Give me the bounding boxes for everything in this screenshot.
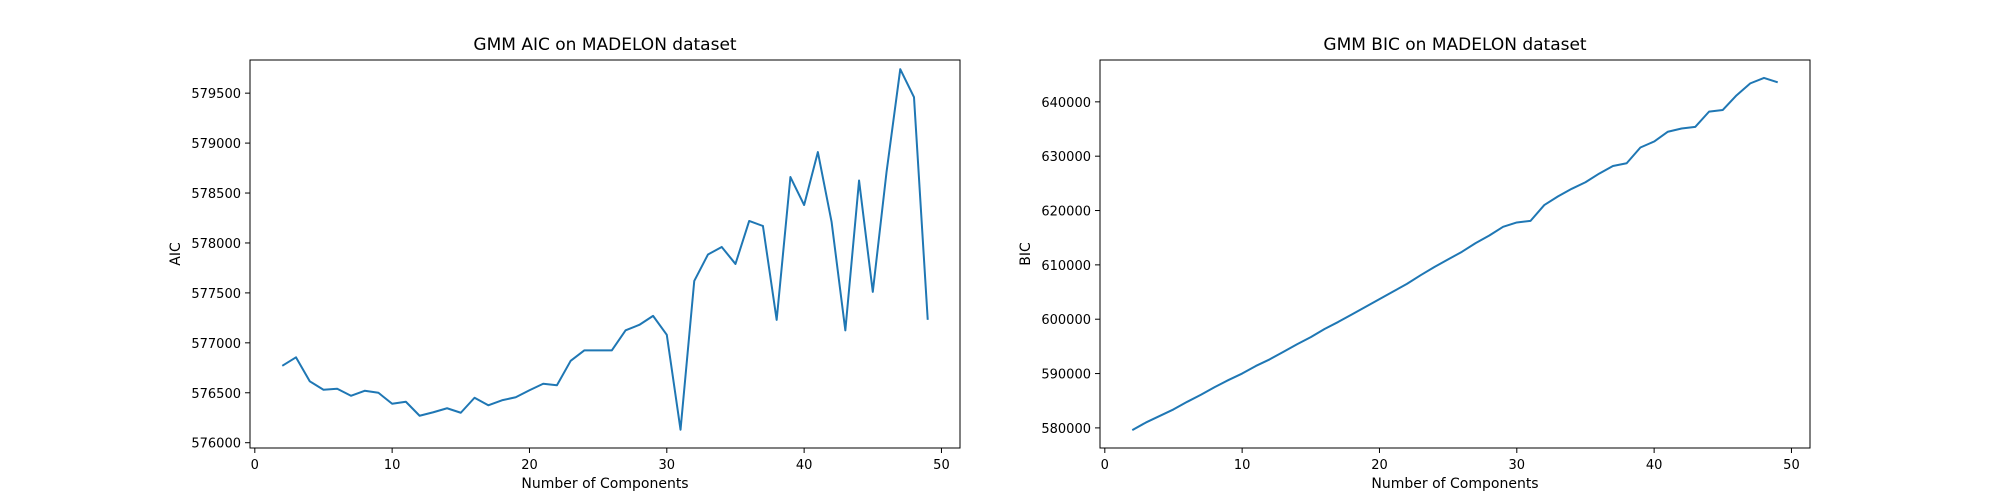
bic-x-tick-label: 10 (1234, 458, 1251, 473)
aic-x-tick-label: 10 (384, 458, 401, 473)
aic-x-tick-label: 30 (659, 458, 676, 473)
bic-x-tick-label: 50 (1783, 458, 1800, 473)
aic-x-axis-label: Number of Components (521, 476, 688, 492)
aic-y-tick-label: 576500 (191, 387, 241, 402)
aic-y-tick-label: 578500 (191, 187, 241, 202)
aic-y-tick-label: 576000 (191, 437, 241, 452)
bic-y-tick-label: 590000 (1041, 368, 1091, 383)
bic-y-tick-label: 620000 (1041, 205, 1091, 220)
aic-x-tick-label: 20 (521, 458, 538, 473)
bic-y-axis-label: BIC (1018, 242, 1034, 266)
aic-chart: GMM AIC on MADELON dataset 0 10 20 30 40 50 57… (168, 35, 961, 492)
aic-series-line (281, 68, 929, 431)
bic-x-tick-label: 0 (1101, 458, 1109, 473)
bic-y-tick-label: 610000 (1041, 259, 1091, 274)
bic-y-tick-label: 630000 (1041, 150, 1091, 165)
bic-series-line (1131, 76, 1779, 431)
aic-y-tick-label: 577500 (191, 287, 241, 302)
bic-chart: GMM BIC on MADELON dataset 0 10 20 30 40 50 58… (1018, 35, 1811, 492)
aic-y-tick-label: 579500 (191, 87, 241, 102)
aic-y-tick-label: 579000 (191, 137, 241, 152)
bic-plot-area (1099, 59, 1811, 449)
bic-y-tick-label: 600000 (1041, 313, 1091, 328)
aic-y-axis-label: AIC (168, 242, 184, 266)
aic-y-tick-label: 578000 (191, 237, 241, 252)
bic-x-tick-label: 20 (1371, 458, 1388, 473)
bic-chart-title: GMM BIC on MADELON dataset (1323, 35, 1587, 55)
bic-tick-group: 0 10 20 30 40 50 580000 590000 600000 610000 62000… (1041, 96, 1799, 473)
aic-x-tick-label: 40 (796, 458, 813, 473)
aic-x-tick-label: 0 (251, 458, 259, 473)
aic-plot-area (249, 59, 961, 449)
bic-x-tick-label: 30 (1509, 458, 1526, 473)
bic-y-tick-label: 640000 (1041, 96, 1091, 111)
bic-y-tick-label: 580000 (1041, 422, 1091, 437)
aic-y-tick-label: 577000 (191, 337, 241, 352)
aic-tick-group: 0 10 20 30 40 50 576000 576500 577000 577500 57800… (191, 87, 949, 473)
bic-x-tick-label: 40 (1646, 458, 1663, 473)
bic-x-axis-label: Number of Components (1371, 476, 1538, 492)
aic-chart-title: GMM AIC on MADELON dataset (473, 35, 737, 55)
aic-x-tick-label: 50 (933, 458, 950, 473)
